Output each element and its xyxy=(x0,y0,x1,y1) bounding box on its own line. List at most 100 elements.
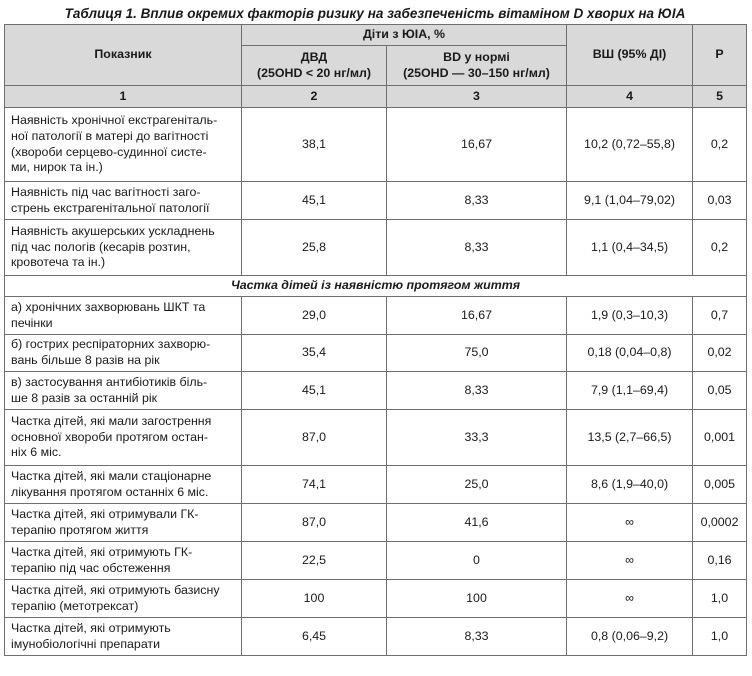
indicator-line: Наявність акушерських ускладнень xyxy=(11,224,215,239)
odds-ratio-cell: 1,9 (0,3–10,3) xyxy=(566,296,694,335)
indicator-line: ної патології в матері до вагітності xyxy=(11,128,209,143)
table-row: Частка дітей, які мали стаціонарне лікува… xyxy=(4,465,748,504)
indicator-line: основної хвороби протягом остан- xyxy=(11,429,208,444)
table-row: в) застосування антибіотиків біль-ше 8 р… xyxy=(4,371,748,410)
table-row: Частка дітей, які отримували ГК-терапію … xyxy=(4,503,748,542)
dvd-value-cell: 45,1 xyxy=(241,181,387,220)
indicator-line: а) хронічних захворювань ШКТ та xyxy=(11,299,206,314)
indicator-line: ше 8 разів за останній рік xyxy=(11,390,158,405)
indicator-cell: Наявність хронічної екстрагеніталь-ної п… xyxy=(4,107,242,182)
table-row: а) хронічних захворювань ШКТ та печінки 29… xyxy=(4,296,748,335)
odds-ratio-cell: 7,9 (1,1–69,4) xyxy=(566,371,694,410)
odds-ratio-cell: 0,18 (0,04–0,8) xyxy=(566,334,694,372)
norm-value-cell: 16,67 xyxy=(385,296,568,335)
indicator-cell: Частка дітей, які отримують базисну терап… xyxy=(4,579,242,618)
odds-ratio-cell: ∞ xyxy=(566,541,694,580)
header-row-sub: ДВД (25OHD < 20 нг/мл) BD у нормі (25OHD… xyxy=(5,45,747,86)
indicator-cell: Частка дітей, які мали загострення основн… xyxy=(4,409,242,466)
indicator-line: ніх 6 міс. xyxy=(11,445,62,460)
p-value-cell: 0,05 xyxy=(692,371,748,410)
indicator-line: в) застосування антибіотиків біль- xyxy=(11,374,208,389)
odds-ratio-cell: 8,6 (1,9–40,0) xyxy=(566,465,694,504)
dvd-value-cell: 87,0 xyxy=(241,503,387,542)
column-number: 5 xyxy=(692,85,748,108)
header-dvd-sub: (25OHD < 20 нг/мл) xyxy=(256,65,372,80)
indicator-cell: в) застосування антибіотиків біль-ше 8 р… xyxy=(4,371,242,410)
odds-ratio-cell: ∞ xyxy=(566,503,694,542)
p-value-cell: 0,005 xyxy=(692,465,748,504)
p-value-cell: 0,0002 xyxy=(692,503,748,542)
section-row: Частка дітей із наявністю протягом життя xyxy=(3,275,748,297)
indicator-line: Частка дітей, які отримують xyxy=(11,620,171,635)
risk-factors-table: Показник Діти з ЮІА, % ВШ (95% ДІ) P ДВД… xyxy=(3,24,748,656)
dvd-value-cell: 29,0 xyxy=(241,296,387,335)
indicator-line: лікування протягом останніх 6 міс. xyxy=(11,484,209,499)
odds-ratio-cell: 10,2 (0,72–55,8) xyxy=(566,107,694,182)
indicator-line: Частка дітей, які мали стаціонарне xyxy=(11,468,212,483)
norm-value-cell: 41,6 xyxy=(385,503,568,542)
odds-ratio-cell: 13,5 (2,7–66,5) xyxy=(566,409,694,466)
table-row: Наявність під час вагітності заго-стрень… xyxy=(4,181,748,220)
header-dvd-title: ДВД xyxy=(300,49,328,64)
column-number: 2 xyxy=(241,85,387,108)
p-value-cell: 1,0 xyxy=(692,617,748,656)
indicator-line: під час пологів (кесарів розтин, xyxy=(11,239,191,254)
dvd-value-cell: 38,1 xyxy=(241,107,387,182)
p-value-cell: 0,001 xyxy=(692,409,748,466)
indicator-line: вань більше 8 разів на рік xyxy=(11,353,160,367)
table-row: б) гострих респіраторних захворю-вань бі… xyxy=(4,334,748,372)
indicator-cell: Наявність під час вагітності заго-стрень… xyxy=(4,181,242,220)
odds-ratio-cell: 1,1 (0,4–34,5) xyxy=(566,219,694,276)
header-children-group: Діти з ЮІА, % xyxy=(240,24,568,46)
indicator-cell: б) гострих респіраторних захворю-вань бі… xyxy=(4,334,242,372)
norm-value-cell: 8,33 xyxy=(385,219,568,276)
dvd-value-cell: 22,5 xyxy=(241,541,387,580)
dvd-value-cell: 6,45 xyxy=(241,617,387,656)
table-caption: Таблиця 1. Вплив окремих факторів ризику… xyxy=(64,6,686,21)
p-value-cell: 1,0 xyxy=(692,579,748,618)
indicator-cell: Частка дітей, які отримують імунобіологіч… xyxy=(4,617,242,656)
indicator-line: (хвороби серцево-судинної систе- xyxy=(11,144,207,159)
norm-value-cell: 100 xyxy=(385,579,568,618)
odds-ratio-cell: 9,1 (1,04–79,02) xyxy=(566,181,694,220)
dvd-value-cell: 100 xyxy=(241,579,387,618)
indicator-cell: Частка дітей, які отримують ГК-терапію п… xyxy=(4,541,242,580)
odds-ratio-cell: ∞ xyxy=(566,579,694,618)
dvd-value-cell: 35,4 xyxy=(241,334,387,372)
p-value-cell: 0,16 xyxy=(692,541,748,580)
header-norm: BD у нормі (25OHD — 30–150 нг/мл) xyxy=(385,45,568,86)
column-number: 4 xyxy=(566,85,694,108)
column-number-row: 1 2 3 4 5 xyxy=(4,85,748,108)
dvd-value-cell: 74,1 xyxy=(241,465,387,504)
indicator-line: Частка дітей, які отримують ГК- xyxy=(11,544,193,559)
indicator-line: терапію протягом життя xyxy=(11,522,149,537)
indicator-line: ми, нирок та ін.) xyxy=(11,160,103,175)
table-row: Наявність хронічної екстрагеніталь-ної п… xyxy=(4,107,748,182)
column-number: 3 xyxy=(385,85,568,108)
norm-value-cell: 8,33 xyxy=(385,181,568,220)
table-row: Наявність акушерських ускладнень під час … xyxy=(4,219,748,276)
indicator-cell: Частка дітей, які мали стаціонарне лікува… xyxy=(4,465,242,504)
p-value-cell: 0,2 xyxy=(692,107,748,182)
norm-value-cell: 16,67 xyxy=(385,107,568,182)
indicator-cell: Частка дітей, які отримували ГК-терапію … xyxy=(4,503,242,542)
dvd-value-cell: 45,1 xyxy=(241,371,387,410)
table-row: Частка дітей, які отримують ГК-терапію п… xyxy=(4,541,748,580)
dvd-value-cell: 87,0 xyxy=(241,409,387,466)
indicator-line: Частка дітей, які мали загострення xyxy=(11,414,212,429)
header-norm-sub: (25OHD — 30–150 нг/мл) xyxy=(403,65,550,80)
header-indicator: Показник xyxy=(4,24,242,86)
p-value-cell: 0,2 xyxy=(692,219,748,276)
column-number: 1 xyxy=(4,85,242,108)
indicator-cell: а) хронічних захворювань ШКТ та печінки xyxy=(4,296,242,335)
indicator-line: імунобіологічні препарати xyxy=(11,636,161,651)
indicator-cell: Наявність акушерських ускладнень під час … xyxy=(4,219,242,276)
header-row-top: Показник Діти з ЮІА, % ВШ (95% ДІ) P xyxy=(4,24,748,86)
indicator-line: б) гострих респіраторних захворю- xyxy=(11,337,211,352)
table-row: Частка дітей, які мали загострення основн… xyxy=(4,409,748,466)
odds-ratio-cell: 0,8 (0,06–9,2) xyxy=(566,617,694,656)
indicator-line: стрень екстрагенітальної патології xyxy=(11,200,210,215)
section-title: Частка дітей із наявністю протягом життя xyxy=(3,275,748,297)
norm-value-cell: 0 xyxy=(385,541,568,580)
